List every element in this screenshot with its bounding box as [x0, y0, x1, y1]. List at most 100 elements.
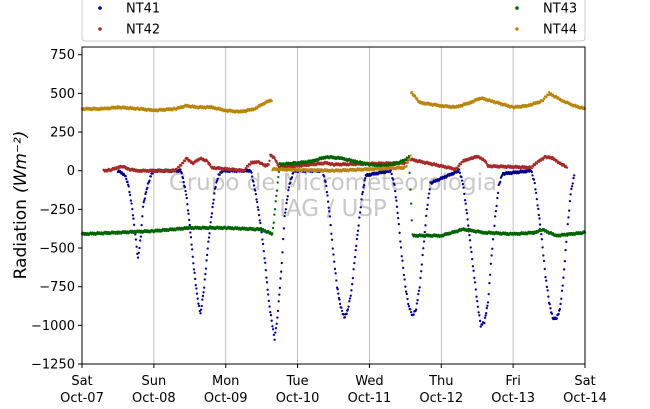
data-point: [186, 203, 189, 206]
data-point: [257, 208, 260, 212]
data-point: [535, 162, 539, 165]
data-point: [125, 177, 128, 181]
data-point: [469, 246, 472, 249]
data-point: [275, 159, 278, 163]
data-point: [464, 202, 467, 205]
legend-label-nt44: NT44: [543, 23, 577, 38]
data-point: [467, 158, 470, 162]
data-point: [562, 276, 565, 279]
data-point: [543, 156, 546, 160]
data-point: [334, 272, 337, 275]
data-point: [253, 108, 257, 111]
data-point: [477, 311, 480, 314]
data-point: [355, 244, 358, 248]
data-point: [348, 297, 352, 300]
data-point: [275, 189, 279, 192]
data-point: [364, 177, 367, 180]
data-point: [549, 307, 552, 310]
data-point: [126, 183, 130, 186]
data-point: [463, 192, 466, 195]
x-tick-date: Oct-10: [276, 391, 320, 406]
data-point: [277, 176, 280, 179]
data-point: [287, 186, 291, 189]
data-point: [195, 292, 199, 295]
data-point: [466, 218, 469, 221]
data-point: [423, 230, 426, 234]
data-point: [252, 184, 256, 187]
data-point: [539, 100, 542, 104]
data-point: [207, 236, 211, 239]
data-point: [489, 262, 493, 265]
data-point: [266, 288, 269, 291]
data-point: [483, 316, 487, 320]
x-tick-day: Sat: [574, 374, 595, 389]
data-point: [340, 309, 344, 313]
data-point: [124, 175, 127, 178]
data-point: [568, 199, 572, 203]
data-point: [531, 174, 534, 177]
y-tick-label: −250: [39, 203, 75, 218]
data-point: [333, 260, 336, 263]
data-point: [130, 202, 133, 205]
y-axis-label: Radiation (Wm⁻²): [11, 131, 31, 280]
watermark-line-2: IAG / USP: [279, 196, 387, 222]
data-point: [245, 167, 248, 170]
legend-marker-nt41: [98, 6, 102, 10]
data-point: [193, 161, 196, 164]
data-point: [203, 278, 206, 281]
data-point: [542, 99, 545, 103]
data-point: [284, 211, 287, 214]
data-point: [537, 160, 541, 163]
data-point: [397, 216, 400, 220]
data-point: [476, 300, 479, 303]
data-point: [176, 168, 179, 171]
data-point: [535, 197, 539, 201]
data-point: [324, 180, 327, 183]
data-point: [362, 183, 366, 187]
y-tick-label: 0: [67, 164, 75, 179]
data-point: [215, 181, 218, 184]
data-point: [495, 204, 498, 208]
data-point: [409, 202, 413, 205]
data-point: [275, 162, 279, 165]
data-point: [402, 273, 406, 277]
data-point: [141, 215, 144, 218]
data-point: [400, 255, 403, 258]
data-point: [280, 270, 283, 273]
data-point: [478, 319, 482, 323]
data-point: [390, 172, 393, 176]
y-axis-label-text: Radiation: [11, 199, 31, 279]
data-point: [250, 171, 253, 174]
data-point: [566, 222, 569, 226]
data-point: [275, 322, 278, 325]
data-point: [146, 186, 149, 189]
data-point: [202, 291, 205, 294]
data-point: [197, 159, 200, 162]
data-point: [542, 254, 545, 257]
data-point: [286, 195, 289, 198]
data-point: [474, 288, 477, 291]
data-point: [414, 308, 418, 311]
data-point: [139, 235, 143, 238]
data-point: [570, 187, 573, 191]
data-point: [182, 162, 185, 165]
plot-frame: [81, 46, 586, 365]
data-point: [546, 289, 549, 292]
data-point: [496, 191, 500, 195]
data-point: [249, 163, 252, 166]
data-point: [409, 308, 412, 311]
data-point: [284, 208, 288, 211]
data-point: [573, 174, 576, 177]
data-point: [148, 179, 151, 182]
data-point: [337, 292, 340, 295]
data-point: [398, 231, 401, 234]
data-point: [572, 176, 575, 180]
data-point: [209, 163, 212, 166]
data-point: [327, 206, 330, 209]
data-point: [494, 215, 497, 218]
x-tick-day: Tue: [285, 374, 308, 389]
data-point: [212, 198, 215, 201]
data-point: [351, 283, 354, 286]
data-point: [273, 208, 277, 211]
data-point: [268, 159, 271, 163]
